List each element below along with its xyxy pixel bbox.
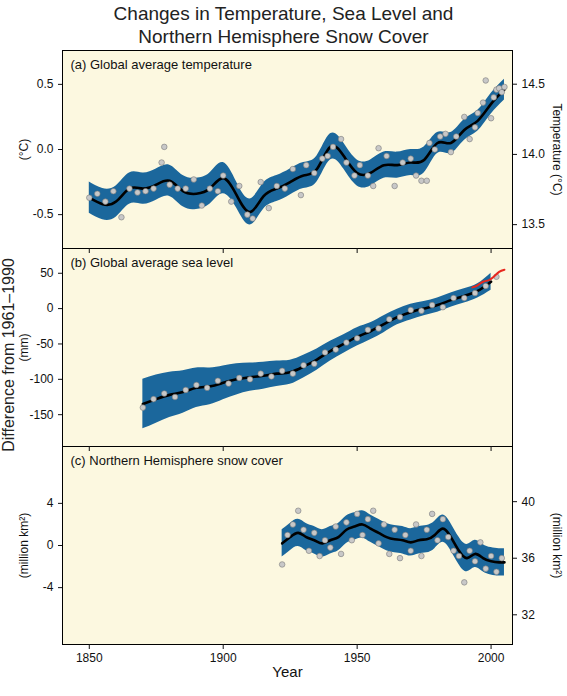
- html-text:Changes in Temperature, Sea Le: Changes in Temperature, Sea Level and: [113, 3, 454, 24]
- svg-text:0.5: 0.5: [37, 77, 54, 91]
- svg-text:0: 0: [47, 301, 54, 315]
- svg-text:Temperature (°C): Temperature (°C): [550, 103, 564, 195]
- svg-text:(mm): (mm): [17, 334, 31, 362]
- svg-text:36: 36: [522, 551, 536, 565]
- html-text:Difference from 1961–1990: Difference from 1961–1990: [0, 258, 17, 452]
- svg-text:2000: 2000: [478, 651, 505, 665]
- svg-text:(million km²): (million km²): [550, 513, 564, 578]
- svg-text:Year: Year: [272, 663, 302, 680]
- svg-text:-0.5: -0.5: [33, 207, 54, 221]
- svg-text:1950: 1950: [344, 651, 371, 665]
- svg-text:32: 32: [522, 608, 536, 622]
- svg-text:(a) Global average temperature: (a) Global average temperature: [71, 57, 252, 72]
- svg-text:50: 50: [40, 266, 54, 280]
- svg-text:0.0: 0.0: [37, 142, 54, 156]
- svg-text:14.5: 14.5: [522, 77, 546, 91]
- svg-text:13.5: 13.5: [522, 217, 546, 231]
- svg-text:0: 0: [47, 538, 54, 552]
- svg-text:(°C): (°C): [17, 139, 31, 160]
- svg-text:-150: -150: [29, 408, 53, 422]
- svg-text:-4: -4: [43, 580, 54, 594]
- svg-text:-100: -100: [29, 372, 53, 386]
- svg-text:4: 4: [47, 496, 54, 510]
- html-text:Northern Hemisphere Snow Cover: Northern Hemisphere Snow Cover: [138, 26, 429, 47]
- svg-text:40: 40: [522, 494, 536, 508]
- svg-text:14.0: 14.0: [522, 147, 546, 161]
- svg-text:(c) Northern Hemisphere snow c: (c) Northern Hemisphere snow cover: [71, 453, 284, 468]
- svg-text:1900: 1900: [210, 651, 237, 665]
- svg-text:(b) Global average sea level: (b) Global average sea level: [71, 255, 234, 270]
- svg-text:1850: 1850: [76, 651, 103, 665]
- svg-text:-50: -50: [36, 337, 54, 351]
- svg-text:(million km²): (million km²): [17, 513, 31, 578]
